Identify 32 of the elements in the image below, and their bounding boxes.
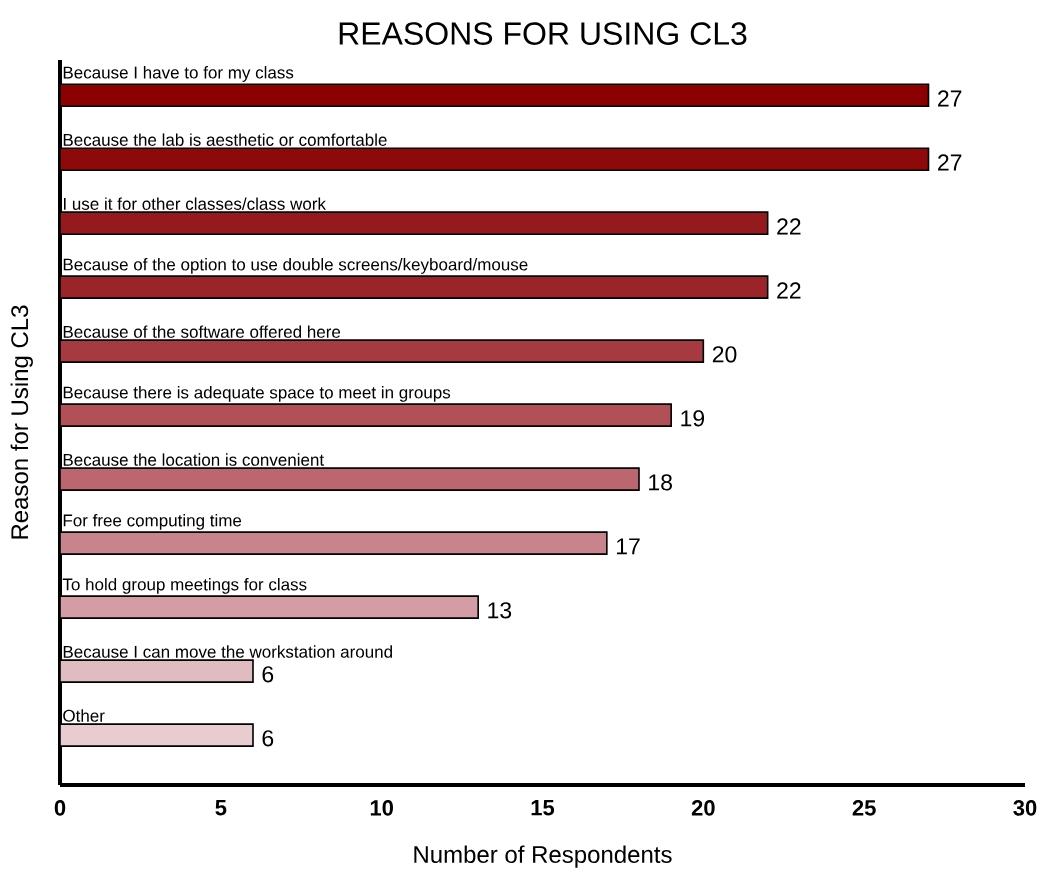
y-tick-label: Because I can move the workstation around <box>63 645 393 658</box>
x-tick-label: 5 <box>215 800 227 816</box>
x-tick-label: 25 <box>852 800 876 816</box>
data-label: 20 <box>712 346 737 363</box>
y-tick-label: Because of the software offered here <box>63 325 341 338</box>
y-tick-label: Because I have to for my class <box>63 66 294 82</box>
data-label: 22 <box>777 282 801 299</box>
y-tick-label: Because there is adequate space to meet in groups <box>63 386 451 402</box>
data-label: 19 <box>681 410 705 427</box>
data-label: 18 <box>649 474 672 491</box>
data-label: 22 <box>777 218 801 235</box>
data-label: 17 <box>616 538 640 555</box>
data-label: 27 <box>938 154 962 171</box>
x-tick-label: 20 <box>691 800 715 816</box>
y-tick-label: Because of the option to use double screens/keyboard/mouse <box>63 258 528 274</box>
x-tick-label: 15 <box>531 800 555 816</box>
data-label: 27 <box>938 90 962 107</box>
y-tick-label: Because the lab is aesthetic or comfortable <box>63 133 387 146</box>
data-label: 13 <box>488 602 512 619</box>
data-label: 6 <box>262 666 274 683</box>
data-label: 6 <box>262 730 274 747</box>
y-axis-title: Reason for Using CL3 <box>10 305 33 539</box>
y-tick-label: To hold group meetings for class <box>62 577 307 594</box>
x-tick-label: 30 <box>1013 800 1037 816</box>
x-tick-label: 10 <box>370 800 393 816</box>
y-tick-label: I use it for other classes/class work <box>63 197 326 210</box>
y-tick-label: For free computing time <box>63 513 242 530</box>
x-axis-title: Number of Respondents <box>414 845 672 868</box>
x-tick-label: 0 <box>54 800 66 816</box>
y-tick-label: Other <box>63 709 105 722</box>
y-tick-label: Because the location is convenient <box>63 453 325 466</box>
chart-title: REASONS FOR USING CL3 <box>339 22 747 45</box>
